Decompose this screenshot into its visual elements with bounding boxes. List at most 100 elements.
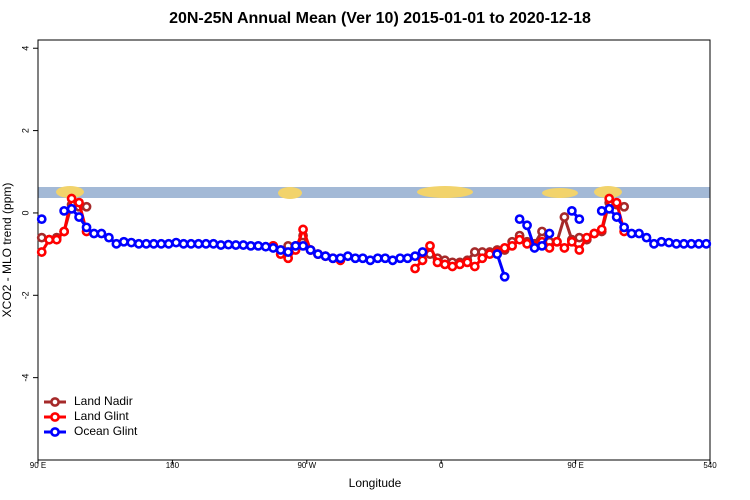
map-land: [417, 186, 473, 198]
legend-marker: [50, 412, 60, 422]
data-point: [671, 238, 682, 249]
data-point: [74, 197, 84, 208]
data-point: [499, 243, 510, 253]
data-point: [537, 226, 547, 237]
map-strip: [38, 186, 710, 199]
data-point: [701, 238, 712, 249]
data-point: [664, 237, 674, 248]
data-point: [148, 238, 159, 249]
data-point: [74, 212, 84, 222]
data-point: [432, 257, 443, 268]
data-point: [44, 234, 55, 245]
data-point: [522, 238, 532, 249]
data-point: [604, 193, 615, 204]
data-point: [514, 234, 525, 245]
data-point: [641, 232, 652, 243]
data-point: [178, 238, 189, 249]
x-tick-label: 540: [703, 461, 717, 470]
data-point: [574, 214, 585, 225]
data-point: [126, 237, 137, 248]
data-point: [559, 212, 570, 222]
data-point: [447, 261, 458, 272]
data-point: [581, 232, 592, 243]
data-point: [365, 255, 376, 266]
data-point: [477, 253, 488, 264]
data-point: [111, 238, 122, 249]
data-point: [574, 232, 585, 243]
data-point: [268, 243, 279, 253]
data-point: [469, 247, 480, 257]
data-point: [89, 228, 99, 239]
data-point: [417, 255, 428, 266]
data-point: [574, 245, 585, 255]
data-point: [678, 238, 689, 249]
data-point: [462, 257, 473, 268]
data-point: [350, 253, 361, 264]
data-point: [328, 253, 338, 264]
legend-label: Ocean Glint: [74, 424, 138, 438]
legend-marker: [50, 427, 60, 437]
data-point: [634, 228, 644, 239]
legend-label: Land Nadir: [74, 394, 133, 408]
data-point: [604, 203, 615, 214]
x-tick-label: 90 E: [567, 461, 583, 470]
legend-marker: [50, 397, 60, 407]
data-point: [357, 253, 368, 264]
data-point: [469, 261, 480, 272]
data-point: [425, 240, 435, 251]
data-point: [230, 240, 241, 250]
data-point: [118, 236, 129, 247]
data-point: [216, 240, 226, 250]
data-point: [566, 236, 577, 247]
data-point: [342, 251, 353, 262]
y-tick-label: 0: [20, 210, 30, 215]
data-point: [275, 245, 286, 255]
data-point: [313, 249, 323, 260]
data-point: [589, 228, 600, 239]
data-point: [283, 247, 294, 257]
data-point: [81, 222, 92, 233]
data-point: [260, 241, 271, 252]
data-point: [492, 249, 503, 260]
map-land: [542, 188, 578, 198]
data-point: [298, 224, 308, 235]
y-tick-label: -4: [20, 374, 30, 382]
data-point: [305, 245, 316, 255]
y-tick-label: -2: [20, 291, 30, 299]
data-point: [66, 203, 77, 214]
data-point: [104, 232, 114, 243]
data-point: [656, 236, 667, 247]
data-point: [81, 201, 92, 212]
data-point: [522, 220, 532, 231]
data-point: [201, 238, 211, 249]
data-point: [387, 255, 398, 266]
x-axis-label: Longitude: [349, 476, 402, 490]
data-point: [372, 253, 383, 264]
data-point: [238, 240, 249, 250]
data-point: [552, 236, 562, 247]
data-point: [156, 238, 167, 249]
data-point: [290, 240, 301, 251]
data-point: [566, 205, 577, 216]
data-point: [611, 197, 622, 208]
y-tick-label: 4: [20, 46, 30, 51]
series: [36, 203, 712, 282]
data-point: [298, 240, 308, 251]
x-tick-label: 0: [439, 461, 444, 470]
data-point: [223, 239, 234, 250]
data-point: [59, 226, 70, 237]
data-point: [649, 238, 659, 249]
data-point: [499, 271, 510, 282]
data-point: [59, 205, 70, 216]
map-land: [278, 187, 302, 199]
map-land: [56, 186, 84, 198]
data-point: [514, 214, 525, 225]
data-point: [537, 240, 547, 251]
data-point: [36, 247, 47, 257]
data-point: [596, 224, 607, 235]
data-point: [507, 240, 518, 251]
data-point: [36, 214, 47, 225]
data-point: [51, 234, 62, 245]
data-point: [417, 247, 428, 257]
